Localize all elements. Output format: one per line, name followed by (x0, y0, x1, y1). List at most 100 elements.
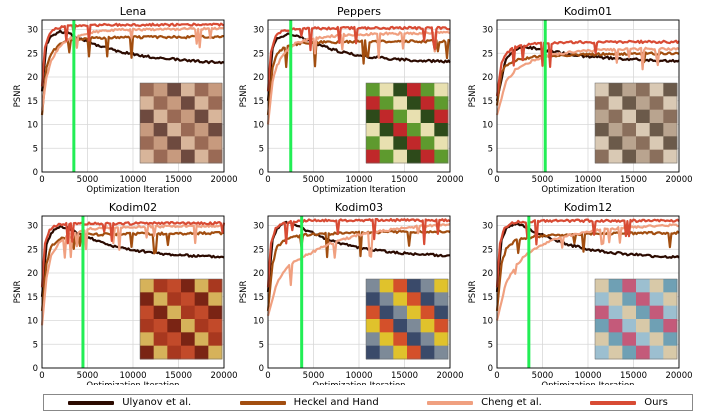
x-tick-label: 20000 (210, 371, 237, 381)
panel-kodim12: 0 5000 10000 15000 20000 0 5 10 15 20 25 30 Kodim12 O… (468, 201, 693, 385)
x-axis-label: Optimization Iteration (312, 381, 405, 385)
series-line-cheng-et-al- (266, 222, 451, 317)
thumbnail-cell (393, 96, 408, 111)
thumbnail-cell (595, 292, 610, 307)
thumbnail-cell (140, 319, 155, 333)
legend-item-heckel: Heckel and Hand (239, 397, 379, 408)
y-tick-label: 15 (253, 293, 264, 303)
x-axis-label: Optimization Iteration (541, 185, 634, 195)
legend-label-ulyanov: Ulyanov et al. (122, 397, 192, 408)
thumbnail-cell (649, 345, 664, 360)
y-tick-label: 25 (482, 49, 493, 59)
panel-title: Kodim03 (335, 201, 383, 214)
thumbnail-cell (595, 96, 610, 111)
series-line-ours (266, 218, 451, 288)
thumbnail-cell (140, 96, 155, 111)
series-line-ours (495, 39, 680, 97)
lena-thumbnail (139, 82, 223, 164)
thumbnail-frame (139, 82, 223, 164)
x-tick-label: 20000 (665, 175, 692, 185)
y-tick-label: 25 (27, 245, 38, 255)
y-tick-label: 5 (259, 144, 264, 154)
thumbnail-cell (379, 109, 394, 124)
thumbnail-cell (663, 149, 678, 164)
y-tick-label: 15 (27, 293, 38, 303)
x-tick-label: 5000 (77, 371, 99, 381)
y-tick-label: 5 (488, 144, 493, 154)
thumbnail-cell (407, 279, 422, 293)
thumbnail-cell (649, 83, 664, 97)
thumbnail-cell (379, 345, 394, 360)
kodim12-thumbnail (594, 278, 678, 360)
thumbnail-cell (420, 305, 435, 320)
thumbnail-cell (208, 279, 223, 293)
thumbnail-cell (181, 123, 196, 137)
y-tick-label: 15 (482, 293, 493, 303)
series-line-cheng-et-al- (495, 223, 680, 321)
thumbnail-cell (167, 305, 182, 320)
thumbnail-cell (181, 332, 196, 347)
y-tick-label: 25 (253, 245, 264, 255)
y-tick-label: 10 (482, 121, 493, 131)
thumbnail-cell (608, 292, 623, 307)
x-tick-label: 5000 (303, 371, 325, 381)
thumbnail-cell (379, 96, 394, 111)
legend: Ulyanov et al. Heckel and Hand Cheng et … (43, 394, 693, 411)
thumbnail-cell (167, 319, 182, 333)
series-line-ulyanov-et-al- (266, 32, 451, 101)
y-tick-label: 5 (259, 340, 264, 350)
thumbnail-cell (407, 345, 422, 360)
thumbnail-cell (366, 279, 381, 293)
thumbnail-cell (181, 305, 196, 320)
thumbnail-cell (181, 279, 196, 293)
panel-kodim02: 0 5000 10000 15000 20000 0 5 10 15 20 25 30 Kodim02 O… (13, 201, 238, 385)
series-line-heckel-and-hand (495, 51, 680, 106)
thumbnail-cell (393, 345, 408, 360)
legend-item-ours: Ours (590, 397, 668, 408)
x-axis-label: Optimization Iteration (86, 185, 179, 195)
y-axis-label: PSNR (239, 281, 249, 304)
thumbnail-cell (208, 96, 223, 111)
thumbnail-cell (663, 83, 678, 97)
figure: 0 5000 10000 15000 20000051015202530LenaOpti… (13, 5, 693, 385)
panel-title: Kodim02 (109, 201, 157, 214)
thumbnail-cell (366, 109, 381, 124)
plot-frame (267, 215, 451, 369)
x-tick-label: 0 (494, 175, 499, 185)
thumbnail-cell (366, 292, 381, 307)
thumbnail-cell (366, 319, 381, 333)
series-line-heckel-and-hand (40, 34, 225, 116)
thumbnail-cell (622, 109, 637, 124)
thumbnail-cell (622, 83, 637, 97)
x-tick-label: 10000 (345, 175, 372, 185)
thumbnail-cell (366, 136, 381, 151)
y-tick-label: 0 (33, 168, 38, 178)
thumbnail-cell (194, 123, 209, 137)
thumbnail-cell (153, 332, 168, 347)
thumbnail-cell (636, 332, 651, 347)
thumbnail-cell (407, 109, 422, 124)
thumbnail-cell (420, 149, 435, 164)
thumbnail-cell (420, 136, 435, 151)
panel-kodim03: 0 5000 10000 15000 20000 0 5 10 15 20 25 30 Kodim03 O… (239, 201, 464, 385)
thumbnail-cell (608, 332, 623, 347)
legend-swatch-heckel (239, 400, 286, 405)
thumbnail-cell (153, 292, 168, 307)
thumbnail-cell (194, 332, 209, 347)
thumbnail-cell (181, 292, 196, 307)
y-tick-label: 25 (27, 49, 38, 59)
thumbnail-cell (663, 123, 678, 137)
thumbnail-cell (608, 96, 623, 111)
thumbnail-frame (365, 82, 449, 164)
thumbnail-cell (608, 149, 623, 164)
y-tick-label: 30 (253, 222, 264, 232)
thumbnail-cell (153, 83, 168, 97)
thumbnail-cell (140, 305, 155, 320)
plot-frame (496, 215, 680, 369)
thumbnail-cell (194, 319, 209, 333)
thumbnail-cell (393, 149, 408, 164)
panel-title: Kodim12 (564, 201, 612, 214)
peppers-thumbnail (365, 82, 449, 164)
y-tick-label: 10 (27, 317, 38, 327)
thumbnail-cell (393, 305, 408, 320)
